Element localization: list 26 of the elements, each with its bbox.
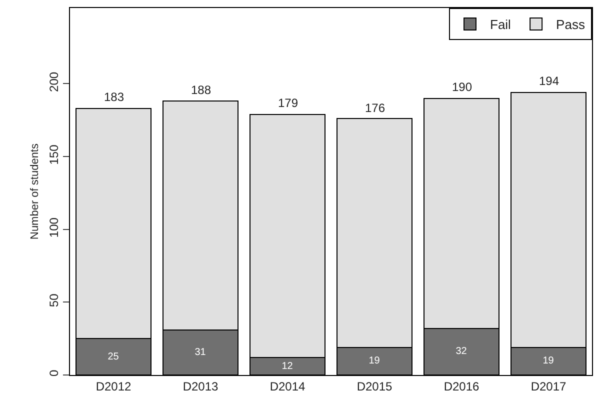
data-label: 32	[456, 346, 468, 358]
legend-label: Fail	[490, 17, 512, 32]
x-tick-label: D2015	[356, 379, 392, 394]
x-tick-label: D2017	[530, 379, 566, 394]
y-tick-label: 50	[47, 293, 62, 308]
y-tick-label: 100	[47, 217, 62, 238]
data-label: 25	[108, 351, 120, 362]
y-tick-label: 0	[47, 370, 62, 377]
x-tick-label: D2013	[182, 379, 218, 394]
y-axis-title: Number of students	[29, 143, 41, 240]
total-label: 176	[365, 101, 386, 115]
data-label: 31	[194, 346, 206, 358]
y-tick-label: 150	[47, 144, 62, 165]
total-label: 194	[539, 74, 560, 88]
legend-label: Pass	[556, 17, 586, 32]
total-label: 179	[278, 96, 298, 110]
data-label: 19	[542, 356, 554, 367]
data-label: 12	[282, 360, 294, 372]
y-tick-label: 200	[47, 72, 62, 92]
total-label: 183	[104, 90, 124, 104]
x-tick-label: D2012	[96, 379, 132, 394]
total-label: 188	[191, 83, 212, 97]
x-tick-label: D2014	[270, 379, 306, 394]
x-tick-label: D2016	[444, 379, 480, 394]
data-label: 19	[368, 356, 380, 367]
total-label: 190	[452, 80, 472, 94]
